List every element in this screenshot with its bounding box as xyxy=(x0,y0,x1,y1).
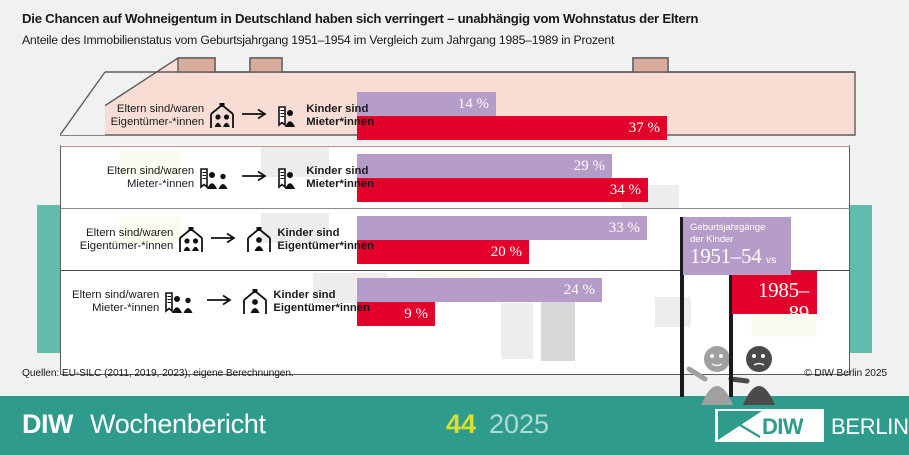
people-figures xyxy=(683,339,793,414)
copyright-note: © DIW Berlin 2025 xyxy=(804,368,887,379)
contract-one-person-icon xyxy=(275,163,303,193)
contract-two-people-icon xyxy=(197,163,237,193)
bar-value-old-2: 29 % xyxy=(573,157,605,174)
row-bars-3: 33 % 20 % xyxy=(357,216,847,266)
parent-status-label: Eltern sind/waren Mieter-*innen xyxy=(72,288,160,315)
bar-old-1: 14 % xyxy=(357,92,496,116)
arrow-right-icon xyxy=(242,169,270,187)
legend-caption: Geburtsjahrgänge der Kinder xyxy=(690,222,766,245)
house-two-people-icon xyxy=(176,225,206,255)
bar-value-old-4: 24 % xyxy=(563,281,595,298)
bar-value-new-2: 34 % xyxy=(609,181,641,198)
contract-one-person-icon xyxy=(275,101,303,131)
source-note: Quellen: EU-SILC (2011, 2019, 2023); eig… xyxy=(22,368,294,379)
bar-value-new-1: 37 % xyxy=(628,119,660,136)
table-row: Eltern sind/waren Eigentümer-*innen xyxy=(60,209,850,271)
parent-status-label: Eltern sind/waren Eigentümer-*innen xyxy=(79,226,174,253)
bar-value-old-3: 33 % xyxy=(608,219,640,236)
window-shape xyxy=(655,297,691,327)
page-subtitle: Anteile des Immobilienstatus vom Geburts… xyxy=(22,33,615,47)
window-shape xyxy=(261,213,329,243)
bar-rows: Eltern sind/waren Eigentümer-*innen xyxy=(60,85,850,333)
window-shape xyxy=(119,151,181,177)
logo-berlin-text: BERLIN xyxy=(831,414,909,439)
house-two-people-icon xyxy=(207,101,237,131)
bar-old-2: 29 % xyxy=(357,154,612,178)
house-one-person-icon xyxy=(240,287,270,317)
table-row: Eltern sind/waren Eigentümer-*innen xyxy=(60,85,850,147)
child-status-label: Kinder sind Eigentümer*innen xyxy=(277,226,374,253)
row-label-3: Eltern sind/waren Eigentümer-*innen xyxy=(64,209,374,271)
page-title: Die Chancen auf Wohneigentum in Deutschl… xyxy=(22,11,699,26)
arrow-right-icon xyxy=(211,231,239,249)
house-illustration: Eltern sind/waren Eigentümer-*innen xyxy=(0,55,909,405)
figure-dark xyxy=(728,346,775,405)
row-label-4: Eltern sind/waren Mieter-*innen xyxy=(60,271,370,333)
parent-status-label: Eltern sind/waren Eigentümer-*innen xyxy=(110,102,205,129)
child-status-label: Kinder sind Mieter*innen xyxy=(306,102,374,129)
brand-wochenbericht: Wochenbericht xyxy=(90,409,266,439)
table-row: Eltern sind/waren Mieter-*innen xyxy=(60,271,850,333)
logo-mark-icon xyxy=(718,411,762,445)
bar-new-2: 34 % xyxy=(357,178,648,202)
arrow-right-icon xyxy=(242,107,270,125)
bar-old-3: 33 % xyxy=(357,216,647,240)
flag-pole-new xyxy=(729,217,733,397)
bar-value-new-3: 20 % xyxy=(490,243,522,260)
row-bars-2: 29 % 34 % xyxy=(357,154,847,204)
logo-diw-text: DIW xyxy=(762,414,804,439)
bar-value-new-4: 9 % xyxy=(404,305,428,322)
row-label-1: Eltern sind/waren Eigentümer-*innen xyxy=(78,85,374,147)
flag-pole-old xyxy=(680,217,684,397)
issue-year: 2025 xyxy=(489,409,550,439)
row-bars-4: 24 % 9 % xyxy=(357,278,847,328)
legend-old-year-wrap: 1951–54 vs xyxy=(690,245,785,268)
bar-new-1: 37 % xyxy=(357,116,667,140)
house-one-person-icon xyxy=(244,225,274,255)
child-status-label: Kinder sind Eigentümer*innen xyxy=(273,288,370,315)
door-shape xyxy=(541,293,575,361)
bar-new-3: 20 % xyxy=(357,240,529,264)
contract-two-people-icon xyxy=(162,287,202,317)
arrow-right-icon xyxy=(207,293,235,311)
child-status-label: Kinder sind Mieter*innen xyxy=(306,164,374,191)
issue-number: 44 xyxy=(446,409,477,439)
bar-old-4: 24 % xyxy=(357,278,602,302)
figure-light xyxy=(686,346,733,405)
legend-flag-old: Geburtsjahrgänge der Kinder 1951–54 vs xyxy=(683,217,791,275)
row-label-2: Eltern sind/waren Mieter-*innen xyxy=(68,147,374,209)
bar-value-old-1: 14 % xyxy=(457,95,489,112)
window-shape xyxy=(261,147,329,177)
legend-flag-new: 1985–89 xyxy=(732,271,817,325)
legend-new-year: 1985–89 xyxy=(757,278,809,325)
table-row: Eltern sind/waren Mieter-*innen xyxy=(60,147,850,209)
window-shape xyxy=(501,303,533,359)
legend-vs: vs xyxy=(765,254,777,266)
brand-diw: DIW xyxy=(22,409,73,439)
row-bars-1: 14 % 37 % xyxy=(357,92,847,142)
bar-new-4: 9 % xyxy=(357,302,435,326)
window-shape xyxy=(119,217,181,243)
legend-old-year: 1951–54 xyxy=(690,244,762,268)
parent-status-label: Eltern sind/waren Mieter-*innen xyxy=(106,164,195,191)
